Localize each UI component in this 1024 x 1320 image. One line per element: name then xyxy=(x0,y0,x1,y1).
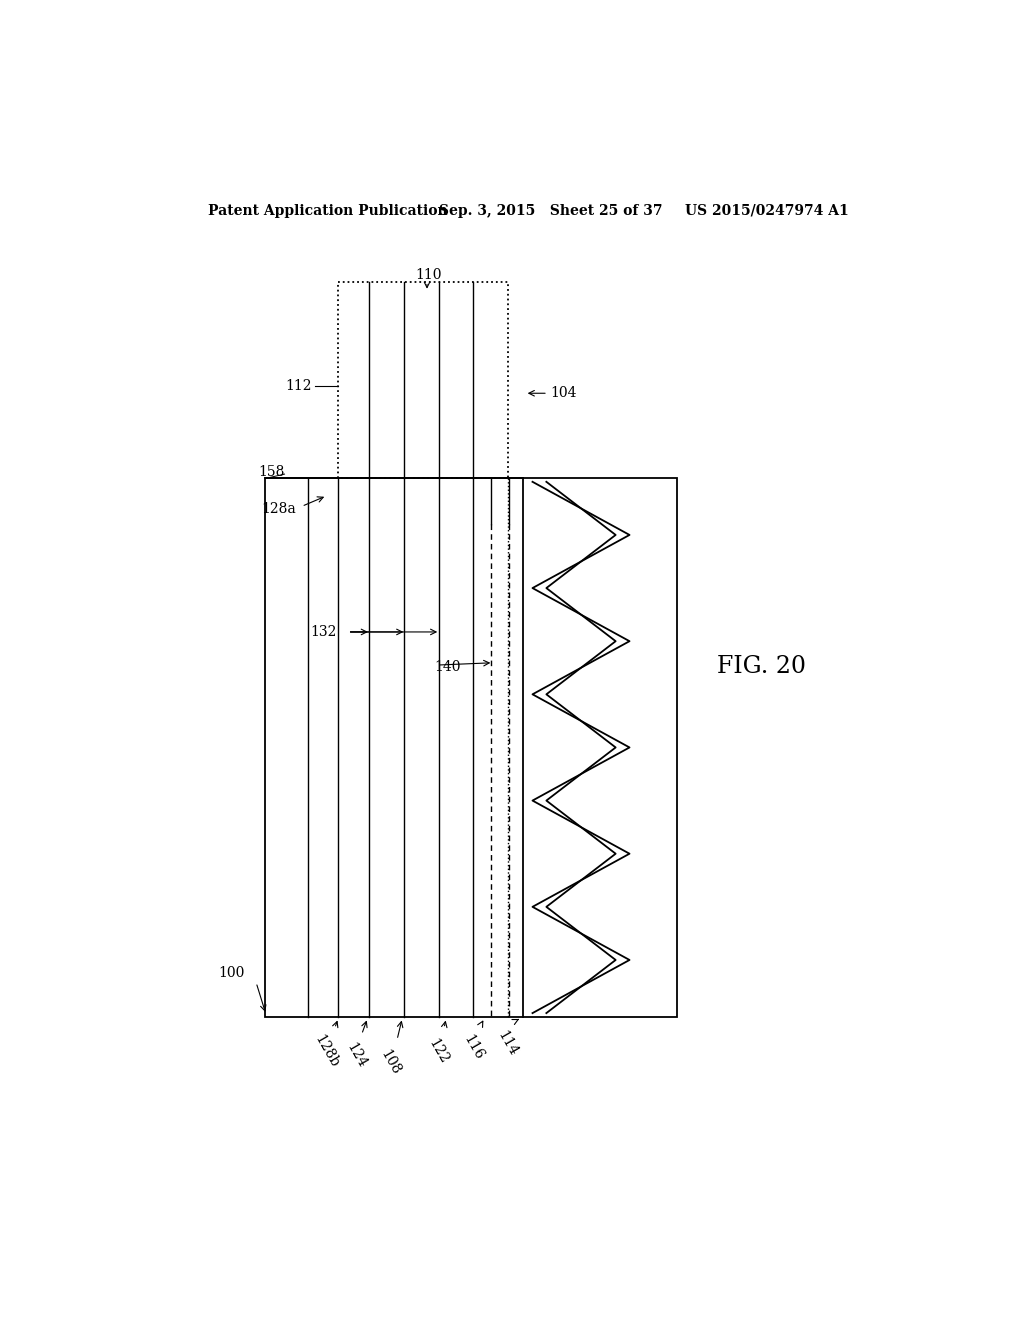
Text: 104: 104 xyxy=(550,387,577,400)
Bar xyxy=(265,478,677,1016)
Text: 124: 124 xyxy=(343,1040,369,1071)
Text: 158: 158 xyxy=(258,465,285,479)
Text: Patent Application Publication: Patent Application Publication xyxy=(208,203,447,218)
Text: 108: 108 xyxy=(378,1048,402,1077)
Text: Sep. 3, 2015   Sheet 25 of 37: Sep. 3, 2015 Sheet 25 of 37 xyxy=(438,203,663,218)
Text: 112: 112 xyxy=(285,379,311,392)
Text: 132: 132 xyxy=(310,624,337,639)
Text: 110: 110 xyxy=(416,268,441,282)
Text: 116: 116 xyxy=(461,1032,486,1063)
Text: 122: 122 xyxy=(426,1036,452,1067)
Text: 100: 100 xyxy=(218,966,245,979)
Text: 114: 114 xyxy=(496,1028,520,1059)
Bar xyxy=(339,281,508,478)
Text: 128b: 128b xyxy=(312,1032,342,1071)
Text: 128a: 128a xyxy=(261,502,296,516)
Text: 140: 140 xyxy=(435,660,461,673)
Text: US 2015/0247974 A1: US 2015/0247974 A1 xyxy=(685,203,849,218)
Text: FIG. 20: FIG. 20 xyxy=(718,655,807,678)
